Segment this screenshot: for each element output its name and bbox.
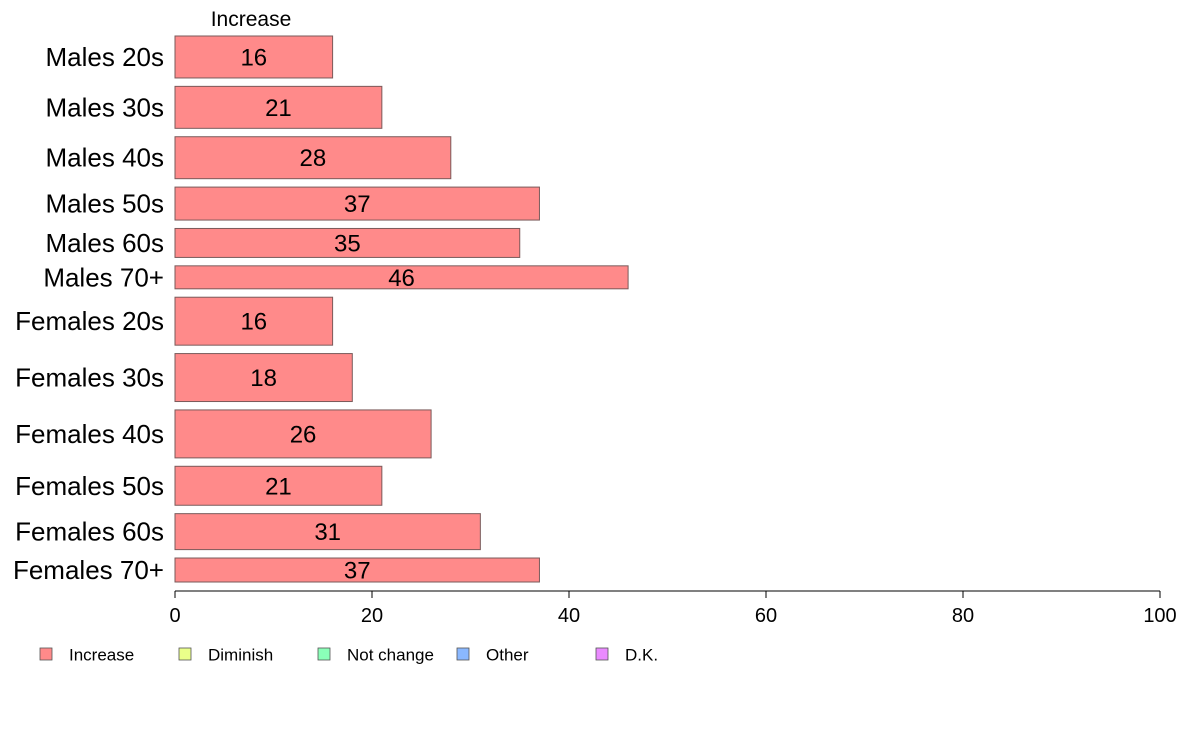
bar (174, 513, 481, 551)
data-label: 46 (388, 265, 415, 292)
data-label: 35 (334, 230, 361, 257)
x-tick-label: 0 (169, 605, 180, 627)
legend-label: Not change (347, 646, 434, 665)
bars-group: Males 20s 16 Males 30s 21 Males 40s 28 Males 5… (13, 35, 629, 585)
x-tick-label: 80 (952, 605, 974, 627)
category-label: Females 70+ (13, 555, 164, 585)
legend-swatch (317, 647, 331, 661)
bar (174, 85, 383, 129)
category-label: Males 50s (46, 189, 165, 219)
category-label: Females 60s (15, 517, 164, 547)
bar (174, 136, 452, 180)
category-label: Males 40s (46, 143, 165, 173)
bar (174, 465, 383, 506)
category-label: Males 30s (46, 92, 165, 122)
x-axis: 0 20 40 60 80 100 (169, 590, 1177, 627)
bar (174, 557, 540, 583)
legend-label: D.K. (625, 646, 658, 665)
data-label: 28 (300, 145, 327, 172)
legend-label: Diminish (208, 646, 273, 665)
category-label: Females 50s (15, 471, 164, 501)
data-label: 16 (240, 309, 267, 336)
bar (174, 186, 540, 221)
bar (174, 227, 521, 258)
data-label: 37 (344, 191, 371, 218)
legend-swatch (456, 647, 470, 661)
category-label: Females 40s (15, 419, 164, 449)
bar (174, 353, 353, 403)
category-label: Males 70+ (43, 262, 164, 292)
legend: Increase Diminish Not change Other D.K. (39, 646, 658, 665)
data-label: 21 (265, 95, 292, 122)
category-label: Females 20s (15, 306, 164, 336)
x-tick-label: 40 (558, 605, 580, 627)
legend-label: Increase (69, 646, 134, 665)
legend-swatch (39, 647, 53, 661)
legend-swatch (595, 647, 609, 661)
data-label: 18 (250, 365, 277, 392)
data-label: 31 (314, 519, 341, 546)
x-tick-label: 60 (755, 605, 777, 627)
legend-label: Other (486, 646, 529, 665)
column-header: Increase (211, 8, 292, 31)
x-tick-label: 100 (1143, 605, 1176, 627)
data-label: 16 (240, 44, 267, 71)
bar (174, 296, 334, 346)
bar (174, 409, 432, 459)
data-label: 21 (265, 473, 292, 500)
data-label: 26 (290, 421, 317, 448)
category-label: Females 30s (15, 363, 164, 393)
bar (174, 265, 629, 290)
category-label: Males 60s (46, 228, 165, 258)
data-label: 37 (344, 558, 371, 585)
category-label: Males 20s (46, 42, 165, 72)
x-tick-label: 20 (361, 605, 383, 627)
legend-swatch (178, 647, 192, 661)
bar (174, 35, 334, 79)
